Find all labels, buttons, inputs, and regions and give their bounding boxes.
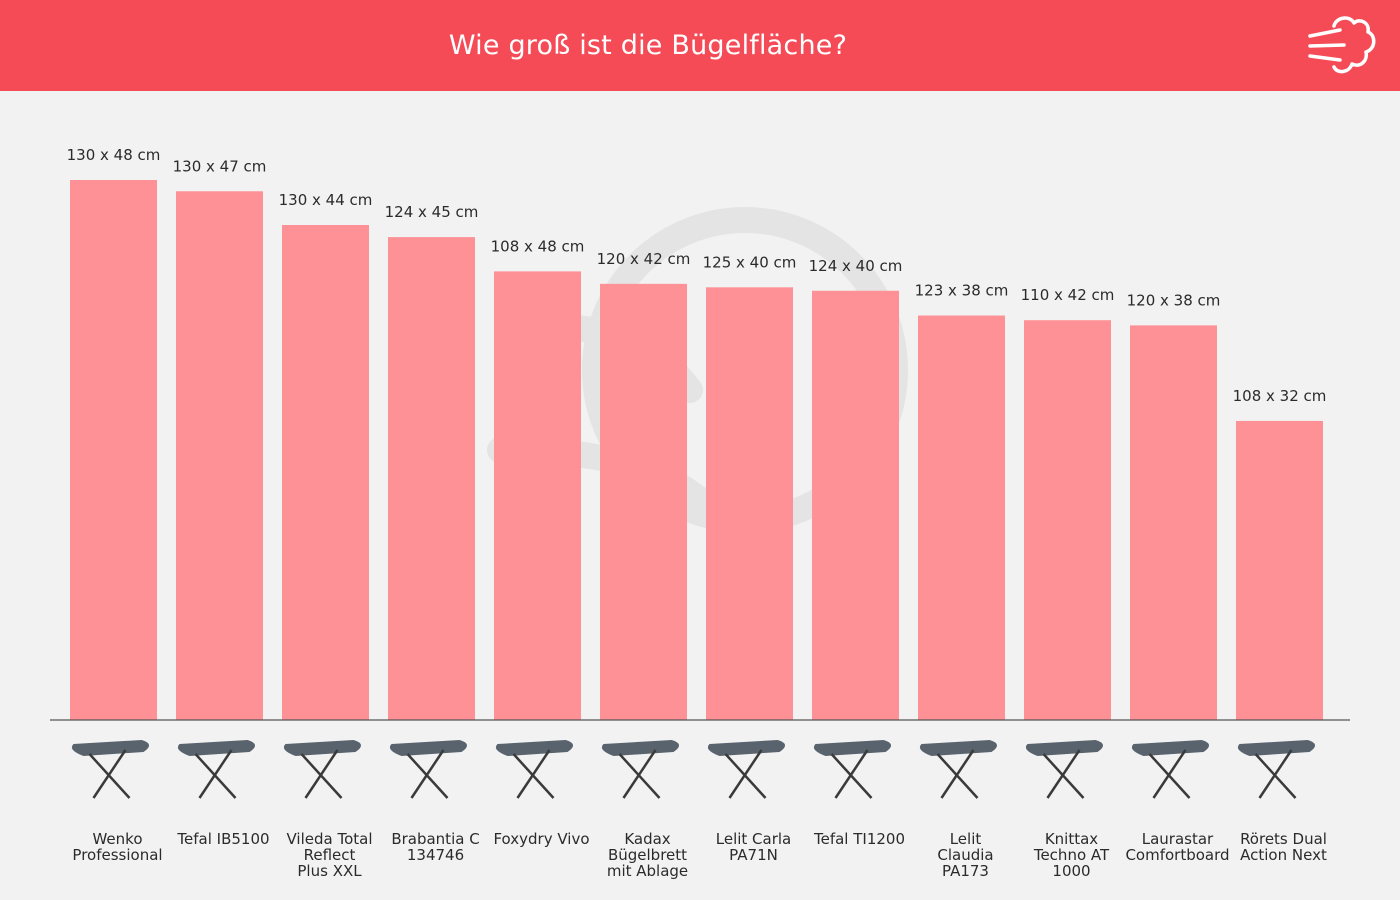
ironing-board-icon	[389, 740, 468, 799]
header-bar: Wie groß ist die Bügelfläche?	[0, 0, 1400, 91]
bar-chart: 130 x 48 cm Wenko Professional 130 x 47 cm T…	[50, 146, 1350, 880]
bar-2	[176, 191, 263, 720]
category-label: Kadax Bügelbrett mit Ablage	[607, 830, 688, 880]
ironing-board-icon	[283, 740, 362, 799]
data-label: 108 x 48 cm	[491, 237, 585, 255]
bar-8	[812, 290, 899, 720]
bar-12	[1236, 420, 1323, 720]
category-label: Rörets Dual Action Next	[1240, 830, 1327, 864]
ironing-board-icon	[919, 740, 998, 799]
bar-1	[70, 180, 157, 720]
bar-11	[1130, 325, 1217, 720]
data-label: 125 x 40 cm	[703, 253, 797, 271]
category-label: Tefal TI1200	[813, 830, 905, 848]
category-label: Foxydry Vivo	[493, 830, 589, 848]
data-label: 130 x 48 cm	[67, 146, 161, 164]
data-label: 130 x 44 cm	[279, 191, 373, 209]
ironing-board-icon	[177, 740, 256, 799]
steam-cloud-icon	[1308, 16, 1376, 74]
data-label: 130 x 47 cm	[173, 157, 267, 175]
category-label: Laurastar Comfortboard	[1125, 830, 1229, 864]
category-label: Tefal IB5100	[176, 830, 269, 848]
bar-9	[918, 315, 1005, 720]
page-title: Wie groß ist die Bügelfläche?	[448, 30, 848, 61]
ironing-board-icon	[601, 740, 680, 799]
data-label: 110 x 42 cm	[1021, 286, 1115, 304]
ironing-board-icon	[71, 740, 150, 799]
category-label: Wenko Professional	[72, 830, 162, 864]
data-label: 124 x 45 cm	[385, 203, 479, 221]
data-label: 120 x 38 cm	[1127, 291, 1221, 309]
category-label: Knittax Techno AT 1000	[1033, 830, 1110, 880]
category-label: Vileda Total Reflect Plus XXL	[286, 830, 372, 880]
ironing-board-icon	[1131, 740, 1210, 799]
category-label: Lelit Claudia PA173	[937, 830, 993, 880]
data-label: 123 x 38 cm	[915, 282, 1009, 300]
category-label: Brabantia C 134746	[391, 830, 479, 864]
data-label: 120 x 42 cm	[597, 250, 691, 268]
bar-4	[388, 237, 475, 720]
bar-6	[600, 283, 687, 720]
bar-10	[1024, 320, 1111, 720]
data-label: 108 x 32 cm	[1233, 387, 1327, 405]
data-label: 124 x 40 cm	[809, 257, 903, 275]
ironing-board-icon	[495, 740, 574, 799]
ironing-board-icon	[1025, 740, 1104, 799]
bar-7	[706, 287, 793, 720]
ironing-board-icon	[813, 740, 892, 799]
ironing-board-icon	[1237, 740, 1316, 799]
ironing-board-icon	[707, 740, 786, 799]
category-label: Lelit Carla PA71N	[716, 830, 792, 864]
bar-3	[282, 225, 369, 720]
bar-5	[494, 271, 581, 720]
